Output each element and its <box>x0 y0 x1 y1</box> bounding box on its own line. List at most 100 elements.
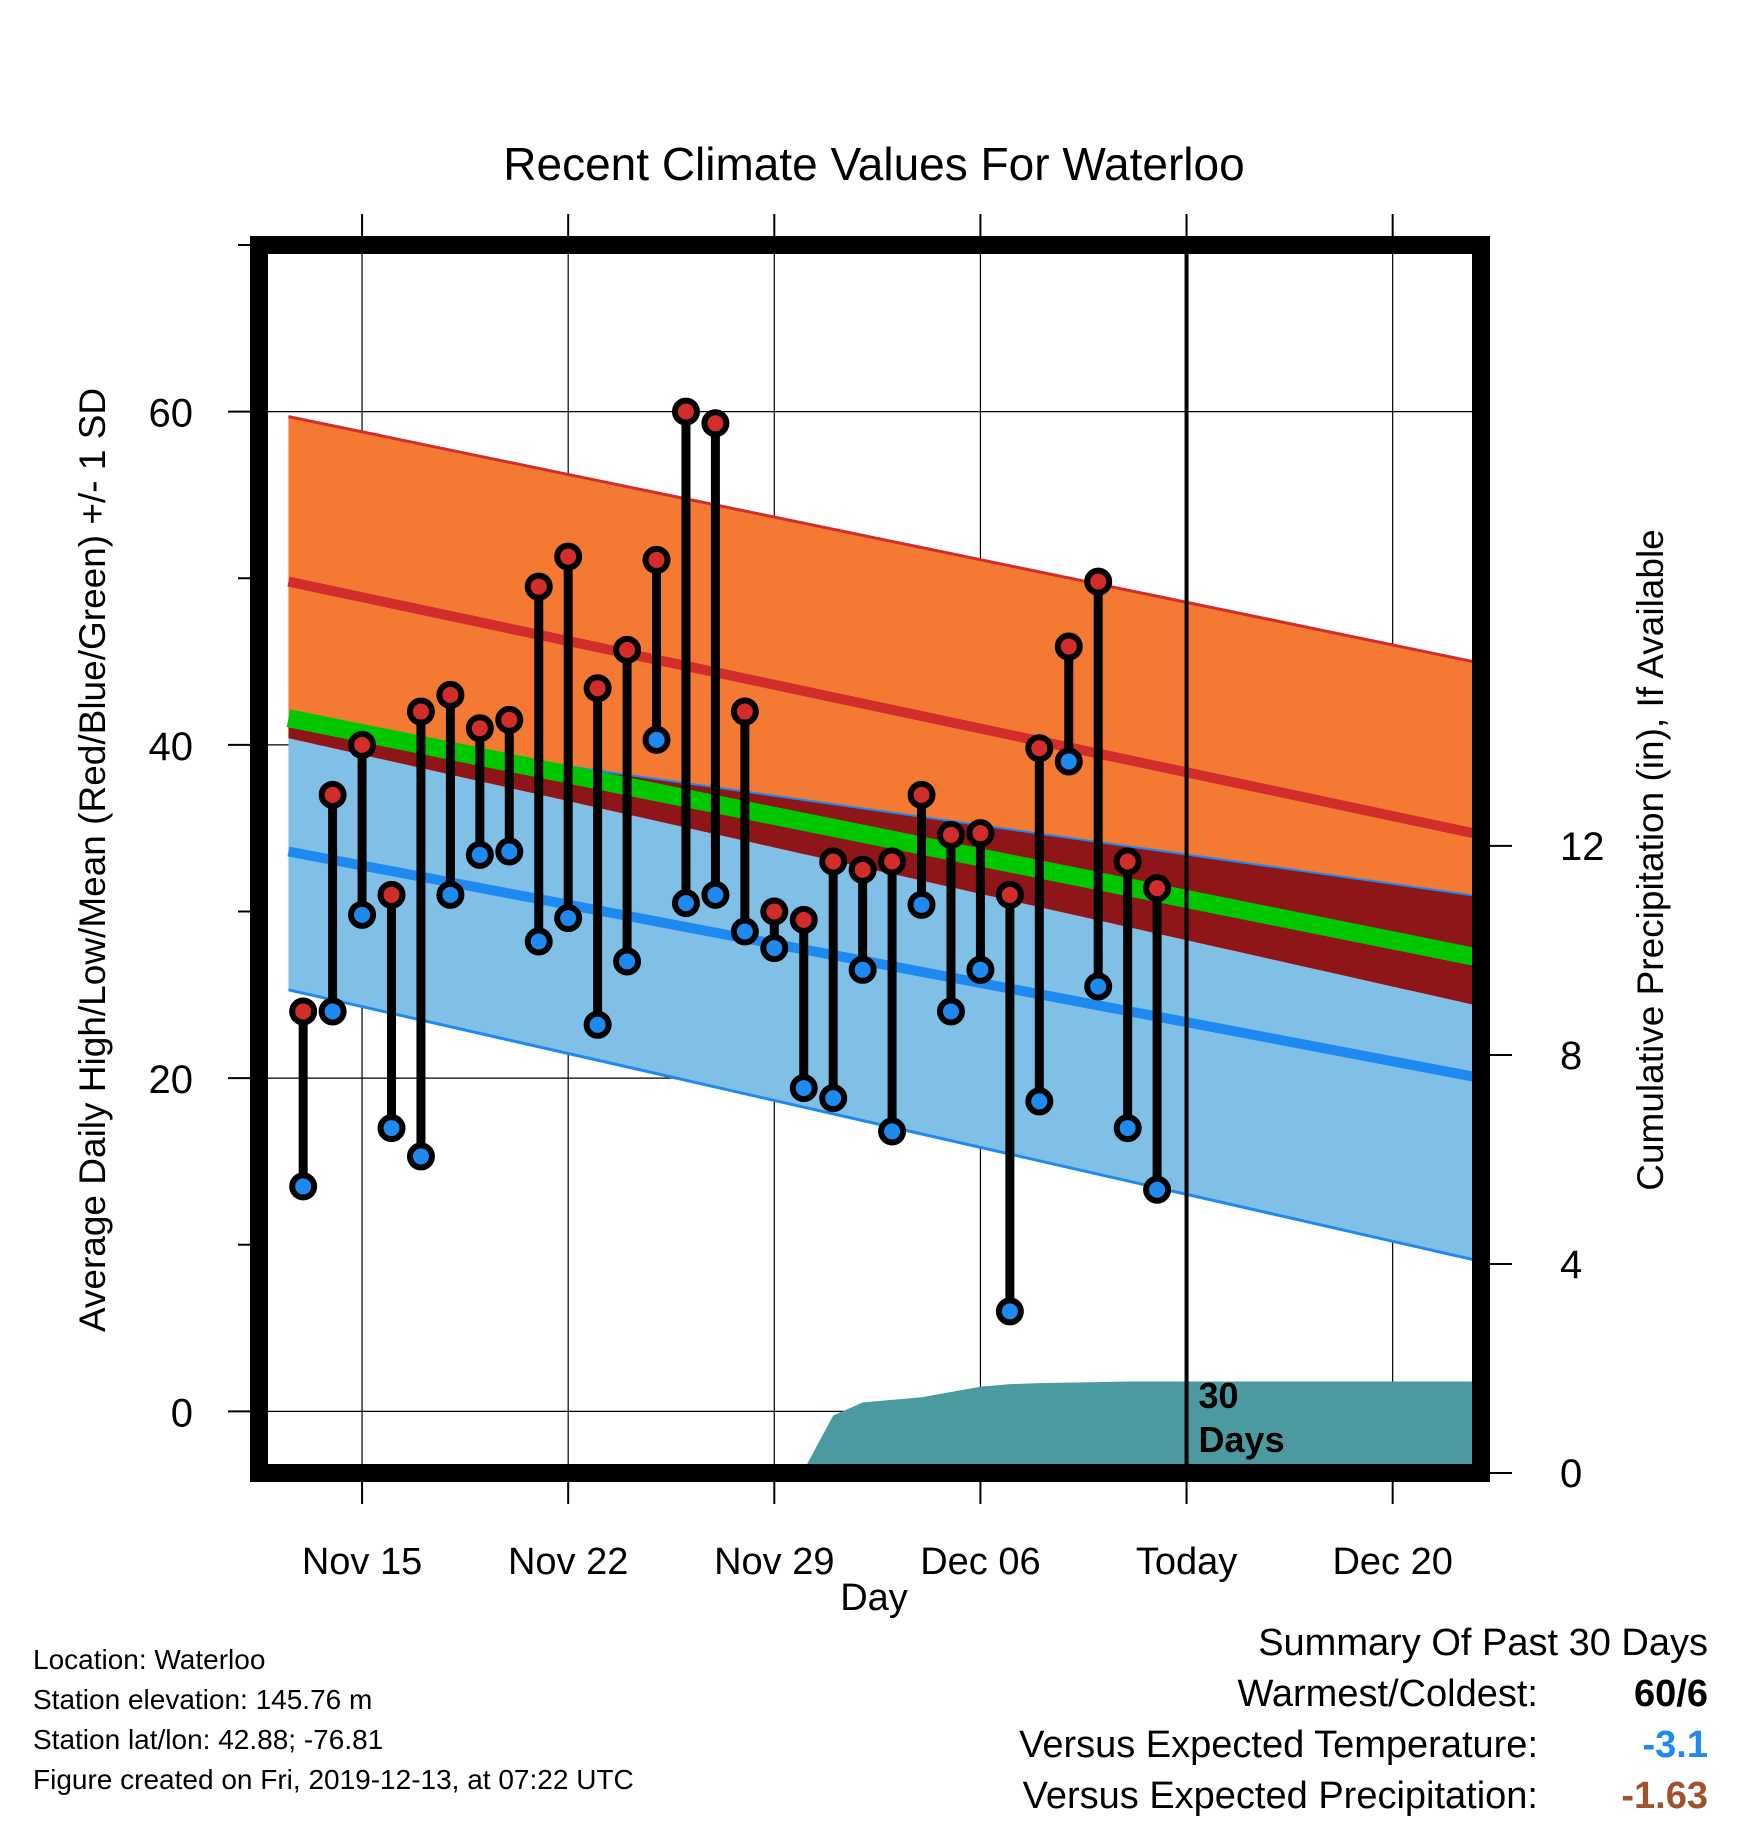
x-axis-label: Day <box>840 1577 908 1619</box>
y-axis-label-right: Cumulative Precipitation (in), If Availa… <box>1630 529 1671 1191</box>
warmest-coldest-value: 60/6 <box>1634 1673 1708 1715</box>
plot-frame <box>250 236 1490 1482</box>
observed-low-point <box>995 1297 1024 1326</box>
observed-high-point <box>348 730 377 759</box>
observed-high-point <box>789 905 818 934</box>
observed-low-point <box>377 1114 406 1143</box>
observed-high-point <box>1143 874 1172 903</box>
observed-high-point <box>642 545 671 574</box>
y-left-tick-label: 60 <box>149 392 194 436</box>
observed-low-point <box>819 1084 848 1113</box>
observed-high-point <box>1084 567 1113 596</box>
station-info: Location: Waterloo Station elevation: 14… <box>33 1640 634 1800</box>
x-tick-label: Nov 29 <box>714 1541 834 1583</box>
observed-high-point <box>671 397 700 426</box>
observed-high-point <box>848 855 877 884</box>
observed-low-point <box>701 880 730 909</box>
observed-low-point <box>760 934 789 963</box>
observed-high-point <box>554 542 583 571</box>
observed-high-point <box>878 847 907 876</box>
normal-low-line <box>287 846 1481 1084</box>
observed-low-point <box>613 947 642 976</box>
observed-high-point <box>318 780 347 809</box>
observed-low-point <box>318 997 347 1026</box>
observed-low-point <box>966 955 995 984</box>
y-left-tick-label: 20 <box>149 1058 194 1102</box>
today-label-days-word: Days <box>1199 1419 1285 1460</box>
observed-low-point <box>1054 747 1083 776</box>
elevation-text: Station elevation: 145.76 m <box>33 1684 373 1715</box>
summary-title: Summary Of Past 30 Days <box>1258 1622 1708 1664</box>
observed-high-point <box>760 897 789 926</box>
summary-panel: Summary Of Past 30 Days Warmest/Coldest:… <box>1019 1622 1708 1826</box>
normal-high-line <box>287 576 1481 840</box>
normal-mean-line <box>286 709 1481 967</box>
observed-high-point <box>1054 632 1083 661</box>
observed-low-point <box>495 837 524 866</box>
observed-high-point <box>936 820 965 849</box>
observed-low-point <box>406 1142 435 1171</box>
observed-low-point <box>848 955 877 984</box>
location-text: Location: Waterloo <box>33 1644 266 1675</box>
observed-high-point <box>436 680 465 709</box>
observed-low-point <box>936 997 965 1026</box>
observed-low-point <box>642 725 671 754</box>
x-tick-label: Today <box>1136 1541 1237 1583</box>
observed-low-point <box>583 1010 612 1039</box>
temp-departure-label: Versus Expected Temperature: <box>1019 1724 1538 1766</box>
y-right-tick-label: 4 <box>1560 1243 1582 1287</box>
observed-low-point <box>1025 1087 1054 1116</box>
high-plus-sd-line <box>288 415 1481 665</box>
observed-high-point <box>524 572 553 601</box>
observed-low-point <box>554 904 583 933</box>
observed-low-point <box>289 1172 318 1201</box>
temp-departure-value: -3.1 <box>1642 1724 1708 1766</box>
observed-low-point <box>878 1117 907 1146</box>
x-tick-label: Dec 06 <box>920 1541 1040 1583</box>
y-right-tick-label: 12 <box>1560 825 1605 869</box>
low-sd-band <box>288 738 1481 1262</box>
observed-high-point <box>583 674 612 703</box>
observed-low-point <box>1143 1175 1172 1204</box>
warmest-coldest-label: Warmest/Coldest: <box>1237 1673 1538 1715</box>
observed-low-point <box>348 900 377 929</box>
chart-title: Recent Climate Values For Waterloo <box>503 138 1244 190</box>
y-left-tick-label: 40 <box>149 725 194 769</box>
observed-low-point <box>907 890 936 919</box>
precip-departure-label: Versus Expected Precipitation: <box>1022 1775 1538 1817</box>
observed-low-point <box>789 1074 818 1103</box>
y-right-tick-label: 0 <box>1560 1452 1582 1496</box>
latlon-text: Station lat/lon: 42.88; -76.81 <box>33 1724 384 1755</box>
observed-low-point <box>1084 972 1113 1001</box>
observed-low-point <box>465 840 494 869</box>
climate-chart: Recent Climate Values For Waterloo 30Day… <box>72 138 1671 1619</box>
observed-low-point <box>524 927 553 956</box>
observed-high-point <box>701 409 730 438</box>
x-tick-label: Dec 20 <box>1332 1541 1452 1583</box>
today-label-days-count: 30 <box>1199 1375 1239 1416</box>
observed-high-point <box>377 880 406 909</box>
observed-high-point <box>1025 734 1054 763</box>
observed-high-point <box>465 714 494 743</box>
observed-high-point <box>730 697 759 726</box>
x-tick-label: Nov 15 <box>302 1541 422 1583</box>
observed-high-point <box>1113 847 1142 876</box>
created-text: Figure created on Fri, 2019-12-13, at 07… <box>33 1764 634 1795</box>
y-right-tick-label: 8 <box>1560 1034 1582 1078</box>
x-tick-label: Nov 22 <box>508 1541 628 1583</box>
observed-high-point <box>907 780 936 809</box>
observed-low-point <box>1113 1114 1142 1143</box>
observed-low-point <box>730 917 759 946</box>
observed-low-point <box>671 889 700 918</box>
observed-high-point <box>495 705 524 734</box>
y-axis-label-left: Average Daily High/Low/Mean (Red/Blue/Gr… <box>72 388 113 1332</box>
observed-high-point <box>289 997 318 1026</box>
observed-high-point <box>613 635 642 664</box>
observed-low-point <box>436 880 465 909</box>
observed-high-point <box>819 847 848 876</box>
y-left-tick-label: 0 <box>171 1391 193 1435</box>
observed-high-point <box>406 697 435 726</box>
precip-departure-value: -1.63 <box>1621 1775 1708 1817</box>
